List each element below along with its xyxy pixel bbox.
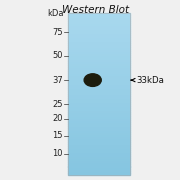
Text: 25: 25 <box>53 100 63 109</box>
Bar <box>68 21 130 23</box>
Text: 33kDa: 33kDa <box>136 76 164 85</box>
Bar <box>68 152 130 154</box>
Bar <box>68 158 130 160</box>
Bar <box>68 120 130 122</box>
Bar <box>68 98 130 100</box>
Bar <box>68 63 130 65</box>
Text: 37: 37 <box>52 76 63 85</box>
Bar <box>68 77 130 79</box>
Bar <box>68 33 130 35</box>
Bar <box>68 112 130 114</box>
Text: Western Blot: Western Blot <box>62 4 130 15</box>
Bar <box>68 17 130 19</box>
Bar <box>68 148 130 150</box>
Bar <box>68 140 130 142</box>
Bar <box>68 100 130 102</box>
Bar <box>68 154 130 156</box>
Bar <box>68 61 130 63</box>
Bar <box>68 13 130 15</box>
Bar <box>68 43 130 45</box>
Bar <box>68 94 130 96</box>
Text: 75: 75 <box>52 28 63 37</box>
Bar <box>68 73 130 75</box>
Bar <box>68 108 130 110</box>
Bar <box>68 130 130 132</box>
Bar <box>68 104 130 106</box>
Bar <box>68 13 130 175</box>
Bar <box>68 59 130 61</box>
Bar <box>68 55 130 57</box>
Text: 10: 10 <box>53 149 63 158</box>
Bar <box>68 136 130 138</box>
Bar <box>68 87 130 90</box>
Ellipse shape <box>84 74 101 86</box>
Bar <box>68 53 130 55</box>
Bar <box>68 23 130 25</box>
Bar <box>68 65 130 67</box>
Bar <box>68 41 130 43</box>
Bar <box>68 69 130 71</box>
Bar <box>68 25 130 27</box>
Bar <box>68 168 130 170</box>
Bar <box>68 81 130 84</box>
Bar <box>68 118 130 120</box>
Bar <box>68 31 130 33</box>
Bar <box>68 102 130 104</box>
Bar <box>68 67 130 69</box>
Bar <box>68 126 130 128</box>
Bar <box>68 114 130 116</box>
Bar <box>68 132 130 134</box>
Bar <box>68 57 130 59</box>
Bar <box>68 49 130 51</box>
Bar <box>68 75 130 77</box>
Bar <box>68 106 130 108</box>
Bar <box>68 45 130 47</box>
Bar <box>68 150 130 152</box>
Bar <box>68 19 130 21</box>
Bar <box>68 116 130 118</box>
Text: 15: 15 <box>53 131 63 140</box>
Bar <box>68 170 130 173</box>
Bar <box>68 92 130 94</box>
Bar <box>68 37 130 39</box>
Bar <box>68 90 130 92</box>
Bar <box>68 51 130 53</box>
Bar <box>68 71 130 73</box>
Text: 20: 20 <box>53 114 63 123</box>
Bar <box>68 29 130 31</box>
Bar <box>68 47 130 49</box>
Bar <box>68 173 130 175</box>
Bar <box>68 15 130 17</box>
Bar <box>68 110 130 112</box>
Bar <box>68 146 130 148</box>
Text: kDa: kDa <box>47 9 64 18</box>
Bar <box>68 124 130 126</box>
Bar <box>68 142 130 144</box>
Bar <box>68 138 130 140</box>
Bar <box>68 162 130 165</box>
Bar <box>68 84 130 86</box>
Bar <box>68 144 130 146</box>
Text: 50: 50 <box>53 51 63 60</box>
Bar <box>68 165 130 166</box>
Bar <box>68 35 130 37</box>
Bar <box>68 156 130 158</box>
Bar <box>68 86 130 87</box>
Bar <box>68 27 130 29</box>
Bar <box>68 96 130 98</box>
Bar <box>68 160 130 162</box>
Bar <box>68 79 130 81</box>
Bar <box>68 128 130 130</box>
Bar <box>68 166 130 168</box>
Bar <box>68 122 130 124</box>
Bar <box>68 134 130 136</box>
Bar <box>68 39 130 41</box>
